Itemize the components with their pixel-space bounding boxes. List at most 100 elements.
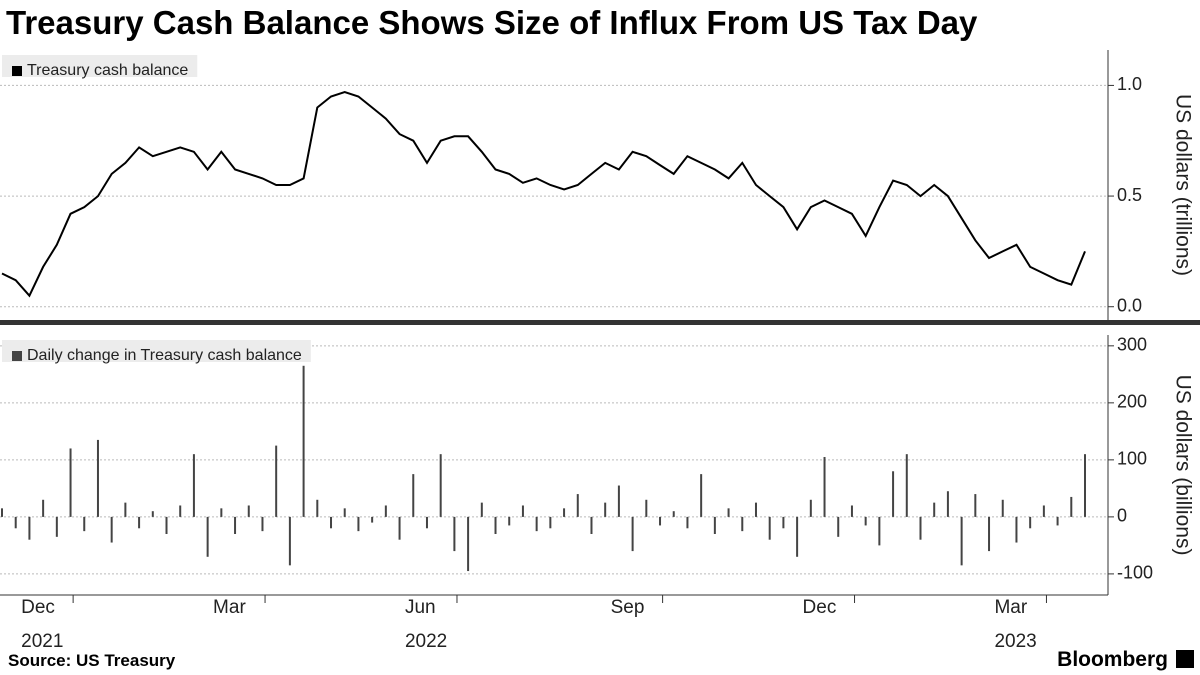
bar xyxy=(850,505,853,517)
bar xyxy=(467,516,470,572)
bar xyxy=(604,502,607,517)
line xyxy=(1,90,1086,298)
bar xyxy=(988,516,991,552)
bar xyxy=(138,516,141,529)
y-tick-label: 0.5 xyxy=(1117,185,1142,205)
bar xyxy=(398,516,401,540)
bar xyxy=(83,516,86,532)
bar xyxy=(28,516,31,540)
y-tick-label: 300 xyxy=(1117,335,1147,355)
bar xyxy=(576,494,579,517)
bar xyxy=(809,499,812,517)
bar xyxy=(1,508,3,517)
bar xyxy=(521,505,524,517)
bar xyxy=(357,516,360,532)
bar xyxy=(933,502,936,517)
source: Source: US Treasury xyxy=(8,651,176,670)
y-axis-title: US dollars (trillions) xyxy=(1171,94,1194,276)
bar xyxy=(425,516,428,529)
legend-label: Treasury cash balance xyxy=(27,62,188,79)
legend-box xyxy=(2,55,198,77)
bar xyxy=(42,499,45,517)
bar xyxy=(439,454,442,517)
bar xyxy=(563,508,566,517)
bar xyxy=(754,502,757,517)
bar xyxy=(837,516,840,537)
bar xyxy=(275,445,278,517)
y-tick-label: 100 xyxy=(1117,449,1147,469)
bar xyxy=(659,516,662,526)
x-tick-label: Sep xyxy=(610,597,645,618)
bar xyxy=(69,448,72,517)
bar xyxy=(741,516,744,532)
bar xyxy=(508,516,511,526)
bar xyxy=(343,508,346,517)
bar xyxy=(494,516,497,534)
bar xyxy=(974,494,977,517)
bar xyxy=(206,516,209,557)
legend-swatch xyxy=(12,66,22,76)
y-tick-label: 1.0 xyxy=(1117,74,1142,94)
x-tick-label: Mar xyxy=(213,597,246,618)
panel-divider xyxy=(0,320,1200,325)
bar xyxy=(686,516,689,529)
bar xyxy=(960,516,963,566)
bar xyxy=(96,439,99,517)
bar xyxy=(782,516,785,529)
y-axis-title: US dollars (billions) xyxy=(1171,375,1194,556)
x-tick-label: Dec xyxy=(802,597,837,618)
bar xyxy=(713,516,716,534)
bar xyxy=(371,516,374,523)
bar xyxy=(480,502,483,517)
bar xyxy=(878,516,881,546)
x-tick-label: Dec 2021 xyxy=(21,597,64,652)
bar xyxy=(535,516,538,532)
x-tick-label: Jun 2022 xyxy=(404,597,448,652)
y-tick-label: -100 xyxy=(1117,563,1153,583)
legend-label: Daily change in Treasury cash balance xyxy=(27,347,302,364)
brand: Bloomberg xyxy=(1057,648,1168,671)
bar xyxy=(1070,496,1073,517)
bar xyxy=(768,516,771,540)
bar xyxy=(590,516,593,534)
bar xyxy=(1015,516,1018,543)
bar xyxy=(645,499,648,517)
bar xyxy=(14,516,17,529)
y-tick-label: 200 xyxy=(1117,392,1147,412)
bar xyxy=(549,516,552,529)
bar xyxy=(234,516,237,534)
bar xyxy=(220,508,223,517)
chart-title: Treasury Cash Balance Shows Size of Infl… xyxy=(6,4,978,41)
bar xyxy=(1056,516,1059,526)
bar xyxy=(247,505,250,517)
bar xyxy=(165,516,168,534)
bar xyxy=(617,485,620,517)
bar xyxy=(1084,454,1086,517)
bar xyxy=(453,516,456,552)
bar xyxy=(151,511,154,517)
bar xyxy=(864,516,867,526)
y-tick-label: 0 xyxy=(1117,506,1127,526)
bar xyxy=(55,516,58,537)
brand-icon xyxy=(1176,650,1194,668)
bar xyxy=(179,505,182,517)
bar xyxy=(892,471,895,517)
bar xyxy=(192,454,195,517)
legend-box xyxy=(2,340,311,362)
bar xyxy=(261,516,264,532)
bar xyxy=(672,511,675,517)
bar xyxy=(823,457,826,517)
bar xyxy=(1029,516,1032,529)
bar xyxy=(727,508,730,517)
bar xyxy=(946,491,949,517)
bar xyxy=(288,516,291,566)
bar xyxy=(330,516,333,529)
y-tick-label: 0.0 xyxy=(1117,295,1142,315)
legend-swatch xyxy=(12,351,22,361)
bar xyxy=(124,502,127,517)
bar xyxy=(631,516,634,552)
bar xyxy=(919,516,922,540)
bar xyxy=(302,365,305,517)
